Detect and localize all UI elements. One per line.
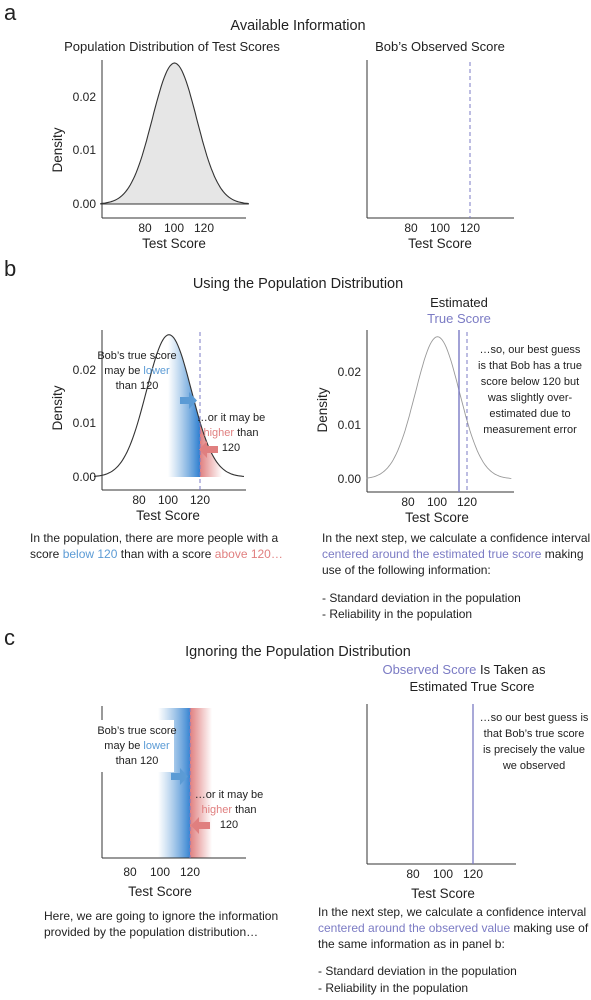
panel-a-xtick: 120 <box>194 221 214 235</box>
panel-c-right-note-2: that Bob’s true score <box>484 728 585 740</box>
panel-c-xtick: 80 <box>123 865 137 879</box>
panel-b-caption-right-2: centered around the estimated true score… <box>322 547 584 561</box>
panel-c-caption-left-1: Here, we are going to ignore the informa… <box>44 909 278 923</box>
panel-c-right-xtick: 80 <box>406 867 420 881</box>
panel-b-annotation-lower-1: Bob’s true score <box>97 350 176 362</box>
panel-a-left-subtitle: Population Distribution of Test Scores <box>64 39 280 54</box>
panel-b-caption-right-1: In the next step, we calculate a confide… <box>322 531 590 545</box>
panel-c-annotation-bg <box>96 720 174 772</box>
panel-c-right-xtick: 120 <box>463 867 483 881</box>
panel-a-xtick: 100 <box>164 221 184 235</box>
panel-b-xtick: 120 <box>190 493 210 507</box>
panel-b-right-xlabel: Test Score <box>405 510 469 525</box>
panel-b-right-note-4: was slightly over- <box>487 392 573 404</box>
panel-b-right-ytick: 0.00 <box>338 472 362 486</box>
panel-a-letter: a <box>4 0 17 25</box>
panel-b-right-note-1: …so, our best guess <box>480 344 581 356</box>
panel-a-ytick: 0.02 <box>73 90 97 104</box>
panel-c-left-xlabel: Test Score <box>128 884 192 899</box>
panel-b-right-density-curve <box>366 336 512 479</box>
panel-b-annotation-lower-3: than 120 <box>116 380 159 392</box>
panel-b-caption-left-2: score below 120 than with a score above … <box>30 547 283 561</box>
panel-c-annotation-higher-1: …or it may be <box>195 789 263 801</box>
panel-b-right-heading-1: Estimated <box>430 295 488 310</box>
panel-a-left-ylabel: Density <box>50 127 65 172</box>
panel-b-ytick: 0.00 <box>73 470 97 484</box>
panel-c-xtick: 120 <box>180 865 200 879</box>
panel-b-caption-right-3: use of the following information: <box>322 563 491 577</box>
panel-b-right-ytick: 0.02 <box>338 365 362 379</box>
panel-a-ytick: 0.01 <box>73 143 97 157</box>
panel-b-xtick: 100 <box>158 493 178 507</box>
panel-c-right-xtick: 100 <box>433 867 453 881</box>
panel-c-letter: c <box>4 625 15 650</box>
panel-c-caption-right-2: centered around the observed value makin… <box>318 921 589 935</box>
panel-b-right-heading-2: True Score <box>427 311 491 326</box>
panel-b-caption-left-1: In the population, there are more people… <box>30 531 278 545</box>
panel-a-right-xtick: 80 <box>404 221 418 235</box>
panel-b-density-curve <box>93 334 245 477</box>
panel-b-annotation-higher-2: higher than <box>203 427 258 439</box>
panel-c-caption-left-2: provided by the population distribution… <box>44 925 258 939</box>
panel-c-red-arrow-icon <box>191 817 210 834</box>
panel-c-caption-right-1: In the next step, we calculate a confide… <box>318 905 586 919</box>
panel-a-left-xlabel: Test Score <box>142 236 206 251</box>
panel-c-caption-right-3: the same information as in panel b: <box>318 937 505 951</box>
panel-c-title: Ignoring the Population Distribution <box>185 644 411 660</box>
panel-b-ytick: 0.02 <box>73 363 97 377</box>
panel-b-title: Using the Population Distribution <box>193 276 403 292</box>
panel-c-annotation-higher-2: higher than <box>201 804 256 816</box>
panel-a-right-xlabel: Test Score <box>408 236 472 251</box>
panel-b-right-note-2: is that Bob has a true <box>478 360 582 372</box>
panel-b-right-xtick: 100 <box>427 495 447 509</box>
panel-c-right-xlabel: Test Score <box>411 886 475 901</box>
panel-b-right-ylabel: Density <box>315 387 330 432</box>
panel-b-xtick: 80 <box>132 493 146 507</box>
panel-c-right-note-4: we observed <box>502 760 565 772</box>
panel-c-xtick: 100 <box>150 865 170 879</box>
panel-b-right-xtick: 80 <box>401 495 415 509</box>
panel-c-right-heading-2: Estimated True Score <box>410 679 535 694</box>
panel-b-letter: b <box>4 256 16 281</box>
panel-b-ytick: 0.01 <box>73 416 97 430</box>
panel-b-left-ylabel: Density <box>50 385 65 430</box>
panel-a-ytick: 0.00 <box>73 197 97 211</box>
panel-c-annotation-higher-3: 120 <box>220 819 238 831</box>
panel-c-annotation-lower-2: may be lower <box>104 740 170 752</box>
panel-b-bullet-2: - Reliability in the population <box>322 607 472 621</box>
panel-b-right-ytick: 0.01 <box>338 418 362 432</box>
panel-c-annotation-lower-3: than 120 <box>116 755 159 767</box>
panel-a-density-curve <box>100 62 249 205</box>
panel-c-right-note-3: is precisely the value <box>483 744 585 756</box>
panel-b-annotation-higher-3: 120 <box>222 442 240 454</box>
panel-c-right-heading-1: Observed Score Is Taken as <box>382 662 546 677</box>
panel-b-blue-arrow-icon <box>180 392 197 409</box>
panel-c-annotation-lower-1: Bob’s true score <box>97 725 176 737</box>
panel-c-red-region <box>190 708 212 858</box>
panel-a-xtick: 80 <box>138 221 152 235</box>
panel-c-right-note-1: …so our best guess is <box>480 712 589 724</box>
panel-c-bullet-1: - Standard deviation in the population <box>318 964 517 978</box>
panel-a-right-xtick: 100 <box>430 221 450 235</box>
panel-a-title: Available Information <box>230 18 365 34</box>
panel-b-red-arrow-icon <box>199 441 218 458</box>
panel-c-blue-arrow-icon <box>171 768 188 785</box>
panel-b-right-note-5: estimated due to <box>489 408 570 420</box>
panel-a-right-xtick: 120 <box>460 221 480 235</box>
panel-b-right-note-3: score below 120 but <box>481 376 579 388</box>
panel-b-right-note-6: measurement error <box>483 424 577 436</box>
panel-b-right-xtick: 120 <box>457 495 477 509</box>
panel-b-left-xlabel: Test Score <box>136 508 200 523</box>
panel-a-right-subtitle: Bob’s Observed Score <box>375 39 505 54</box>
panel-b-bullet-1: - Standard deviation in the population <box>322 591 521 605</box>
panel-b-annotation-lower-2: may be lower <box>104 365 170 377</box>
panel-c-bullet-2: - Reliability in the population <box>318 981 468 995</box>
panel-b-annotation-higher-1: …or it may be <box>197 412 265 424</box>
